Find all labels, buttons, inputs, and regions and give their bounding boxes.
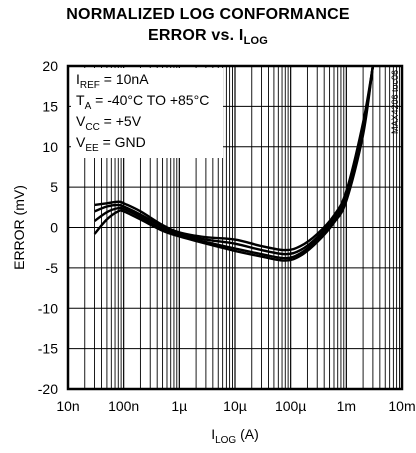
annotation-line: TA = -40°C TO +85°C (76, 92, 209, 112)
chart-title-prefix: ERROR vs. I (148, 27, 244, 44)
annotation-subscript: A (85, 101, 92, 112)
series-line-2 (94, 66, 375, 256)
annotation-box (71, 68, 223, 158)
x-tick-label: 100n (108, 398, 139, 414)
x-tick-labels: 10n 100n 1µ 10µ 100µ 1m 10m (56, 398, 415, 414)
y-tick-label: 10 (42, 139, 58, 155)
annotation-symbol: I (76, 71, 80, 87)
x-axis-label-main: I (211, 426, 215, 442)
annotation-line: IREF = 10nA (76, 71, 149, 91)
annotation-value: = -40°C TO +85°C (91, 92, 209, 108)
y-tick-label: -20 (38, 381, 58, 397)
annotation-subscript: EE (85, 143, 99, 154)
x-axis-label: ILOG (A) (211, 426, 259, 446)
watermark-text: MAX4206 toc06 (390, 70, 400, 134)
y-tick-label: 5 (50, 179, 58, 195)
x-tick-label: 100µ (275, 398, 306, 414)
annotation-subscript: CC (85, 122, 99, 133)
series-line-1 (94, 66, 375, 252)
y-axis-label: ERROR (mV) (11, 185, 27, 270)
annotation-subscript: REF (80, 80, 100, 91)
y-tick-label: 20 (42, 58, 58, 74)
x-tick-label: 10m (388, 398, 415, 414)
y-tick-label: 15 (42, 98, 58, 114)
annotation-value: = +5V (100, 113, 142, 129)
y-tick-label: -5 (46, 260, 59, 276)
y-tick-labels: 20 15 10 5 0 -5 -10 -15 -20 (38, 58, 58, 397)
x-tick-label: 1m (337, 398, 356, 414)
series-curves (93, 66, 375, 262)
x-tick-label: 10µ (223, 398, 247, 414)
series-line-4 (93, 66, 375, 262)
y-tick-label: -15 (38, 341, 58, 357)
chart-title-line1: NORMALIZED LOG CONFORMANCE (66, 6, 350, 23)
annotation-symbol: V (76, 134, 86, 150)
annotation-line: VCC = +5V (76, 113, 142, 133)
annotation-symbol: V (76, 113, 86, 129)
annotation-symbol: T (76, 92, 85, 108)
annotation-value: = 10nA (100, 71, 149, 87)
chart-title-line2: ERROR vs. ILOG (0, 27, 416, 47)
annotation-value: = GND (99, 134, 146, 150)
plot-frame (66, 64, 404, 391)
y-tick-label: -10 (38, 300, 58, 316)
x-tick-label: 10n (56, 398, 79, 414)
x-axis-label-sub: LOG (215, 435, 236, 446)
chart-title-subscript: LOG (243, 35, 268, 47)
annotation-line: VEE = GND (76, 134, 146, 154)
x-tick-label: 1µ (171, 398, 187, 414)
x-axis-label-unit: (A) (236, 426, 259, 442)
y-tick-label: 0 (50, 220, 58, 236)
